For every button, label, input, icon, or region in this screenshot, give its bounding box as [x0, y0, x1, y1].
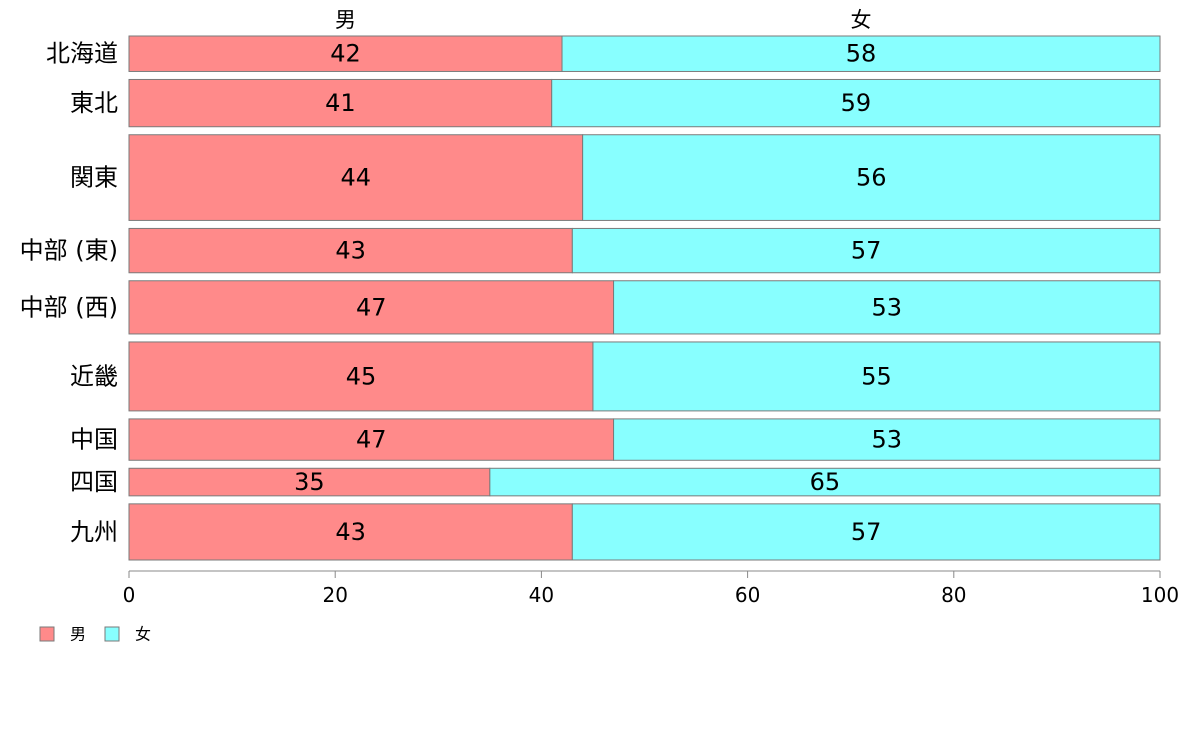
data-label: 55	[861, 362, 892, 390]
data-label: 57	[851, 237, 882, 265]
data-label: 47	[356, 426, 387, 454]
data-label: 58	[846, 40, 877, 68]
bar-segment	[571, 503, 1161, 561]
data-label: 65	[810, 468, 841, 496]
category-label: 四国	[70, 468, 118, 496]
data-label: 47	[356, 293, 387, 321]
legend-label: 女	[135, 625, 151, 644]
column-header: 女	[851, 8, 872, 32]
legend-label: 男	[70, 625, 86, 644]
x-axis: 0 20 40 60 80 100	[123, 570, 1179, 607]
x-tick-label: 20	[322, 583, 347, 607]
legend-swatch	[39, 626, 55, 642]
x-tick-label: 100	[1141, 583, 1179, 607]
x-tick-label: 40	[529, 583, 554, 607]
bars: 42 58 41 59 44 56 43 57 47 53 45 55 47 53 35 65 43 57	[128, 35, 1161, 561]
data-label: 57	[851, 518, 882, 546]
bar-segment	[128, 280, 615, 335]
category-label: 中部 (東)	[20, 237, 118, 265]
category-label: 九州	[70, 518, 118, 546]
data-label: 35	[294, 468, 325, 496]
data-label: 53	[872, 293, 903, 321]
bar-segment	[128, 78, 553, 128]
category-label: 東北	[70, 89, 118, 117]
data-label: 43	[335, 237, 366, 265]
category-label: 中部 (西)	[20, 293, 118, 321]
data-label: 43	[335, 518, 366, 546]
bar-segment	[128, 503, 573, 561]
bar-segment	[613, 280, 1161, 335]
data-label: 44	[341, 164, 372, 192]
x-tick-label: 80	[941, 583, 966, 607]
x-tick-label: 60	[735, 583, 760, 607]
bar-segment	[551, 78, 1161, 128]
data-label: 41	[325, 89, 356, 117]
category-label: 関東	[70, 164, 118, 192]
bar-segment	[128, 35, 563, 72]
category-label: 近畿	[70, 362, 118, 390]
x-tick-label: 0	[123, 583, 136, 607]
data-label: 59	[841, 89, 872, 117]
bar-segment	[561, 35, 1161, 72]
bar-segment	[571, 227, 1161, 274]
bar-segment	[489, 467, 1161, 497]
legend-swatch	[104, 626, 120, 642]
bar-segment	[128, 418, 615, 461]
bar-segment	[128, 227, 573, 274]
data-label: 42	[330, 40, 361, 68]
column-header: 男	[335, 8, 356, 32]
bar-segment	[128, 134, 584, 221]
column-headers: 男女	[335, 8, 872, 32]
data-label: 45	[346, 362, 377, 390]
bar-segment	[582, 134, 1161, 221]
data-label: 53	[872, 426, 903, 454]
data-label: 56	[856, 164, 887, 192]
category-label: 北海道	[46, 40, 118, 68]
legend: 男女	[39, 625, 151, 644]
bar-segment	[592, 341, 1161, 412]
bar-segment	[613, 418, 1161, 461]
category-label: 中国	[70, 426, 118, 454]
